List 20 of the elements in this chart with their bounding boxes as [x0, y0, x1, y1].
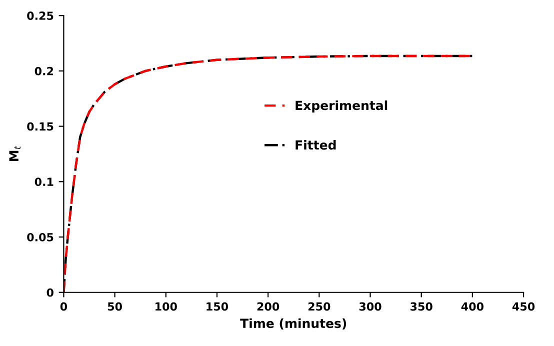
- x-tick-label: 150: [206, 302, 228, 311]
- x-tick-label: 400: [461, 302, 484, 311]
- x-axis-title: Time (minutes): [240, 318, 346, 330]
- x-tick-label: 250: [308, 302, 330, 311]
- legend-label: Experimental: [296, 100, 388, 113]
- x-tick-label: 300: [359, 302, 382, 311]
- y-tick-label: 0.2: [34, 66, 54, 76]
- x-tick-label: 0: [60, 302, 68, 311]
- y-axis-title: M$_{t}$: [9, 146, 20, 162]
- x-tick-label: 100: [156, 302, 177, 311]
- legend-label: Fitted: [296, 140, 336, 150]
- x-tick-label: 50: [108, 302, 122, 311]
- y-tick-label: 0.1: [34, 178, 54, 186]
- y-tick-label: 0: [46, 288, 54, 297]
- y-tick-label: 0.05: [27, 232, 54, 242]
- y-tick-label: 0.25: [27, 12, 54, 20]
- x-tick-label: 450: [512, 302, 535, 311]
- y-tick-label: 0.15: [27, 122, 54, 131]
- x-tick-label: 200: [257, 302, 280, 311]
- x-tick-label: 350: [410, 302, 432, 311]
